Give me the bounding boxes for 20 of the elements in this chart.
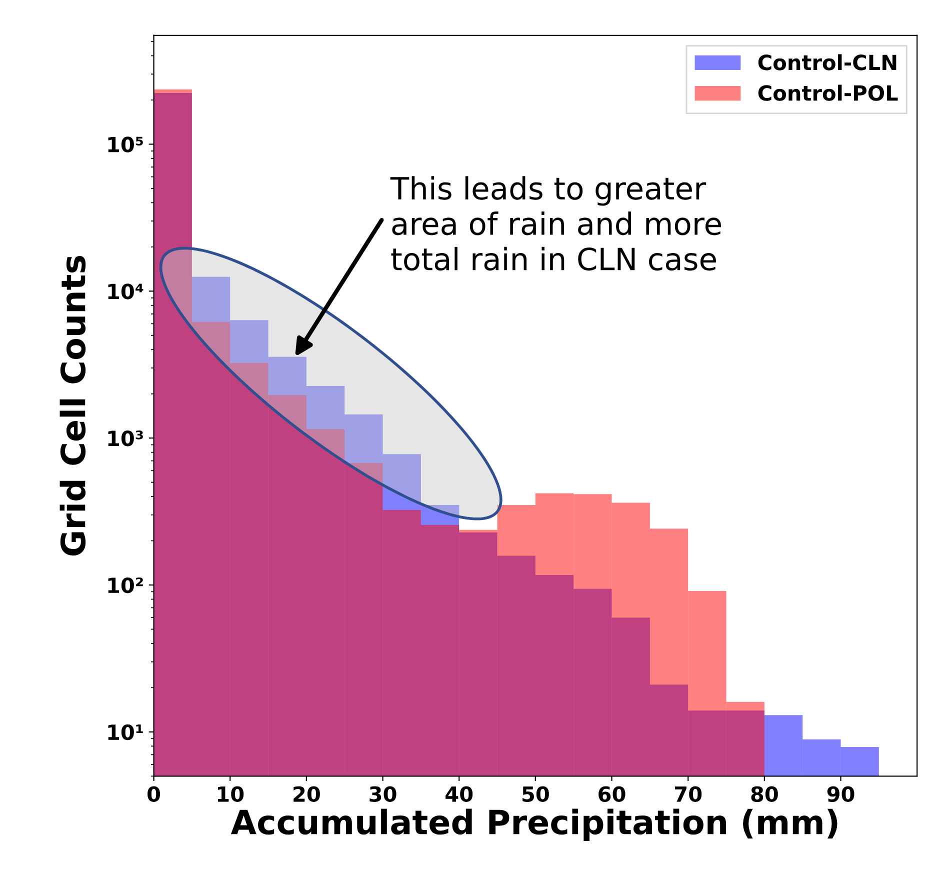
legend-label: Control-CLN bbox=[758, 54, 896, 70]
x-tick-label: 50 bbox=[522, 786, 549, 802]
x-tick-label: 20 bbox=[294, 786, 320, 802]
x-tick-label: 60 bbox=[598, 786, 626, 802]
annotation: This leads to greater area of rain and more total rain in CLN case bbox=[390, 176, 721, 271]
x-tick-label: 30 bbox=[370, 786, 396, 802]
y-tick-label: 10⁴ bbox=[108, 284, 144, 300]
y-tick-label: 10² bbox=[108, 577, 143, 594]
x-axis-title: Accumulated Precipitation (mm) bbox=[230, 808, 838, 842]
y-tick-label: 10¹ bbox=[108, 724, 143, 740]
y-tick-label: 10⁵ bbox=[108, 136, 143, 152]
x-tick-label: 90 bbox=[827, 786, 854, 802]
x-tick-label: 10 bbox=[218, 786, 244, 802]
x-tick-label: 80 bbox=[751, 786, 778, 802]
x-tick-label: 0 bbox=[148, 786, 160, 802]
legend-label: Control-POL bbox=[758, 84, 898, 101]
y-tick-label: 10³ bbox=[108, 430, 143, 446]
y-axis-title: Grid Cell Counts bbox=[60, 256, 86, 556]
x-tick-label: 40 bbox=[446, 786, 473, 802]
x-tick-label: 70 bbox=[674, 786, 702, 802]
